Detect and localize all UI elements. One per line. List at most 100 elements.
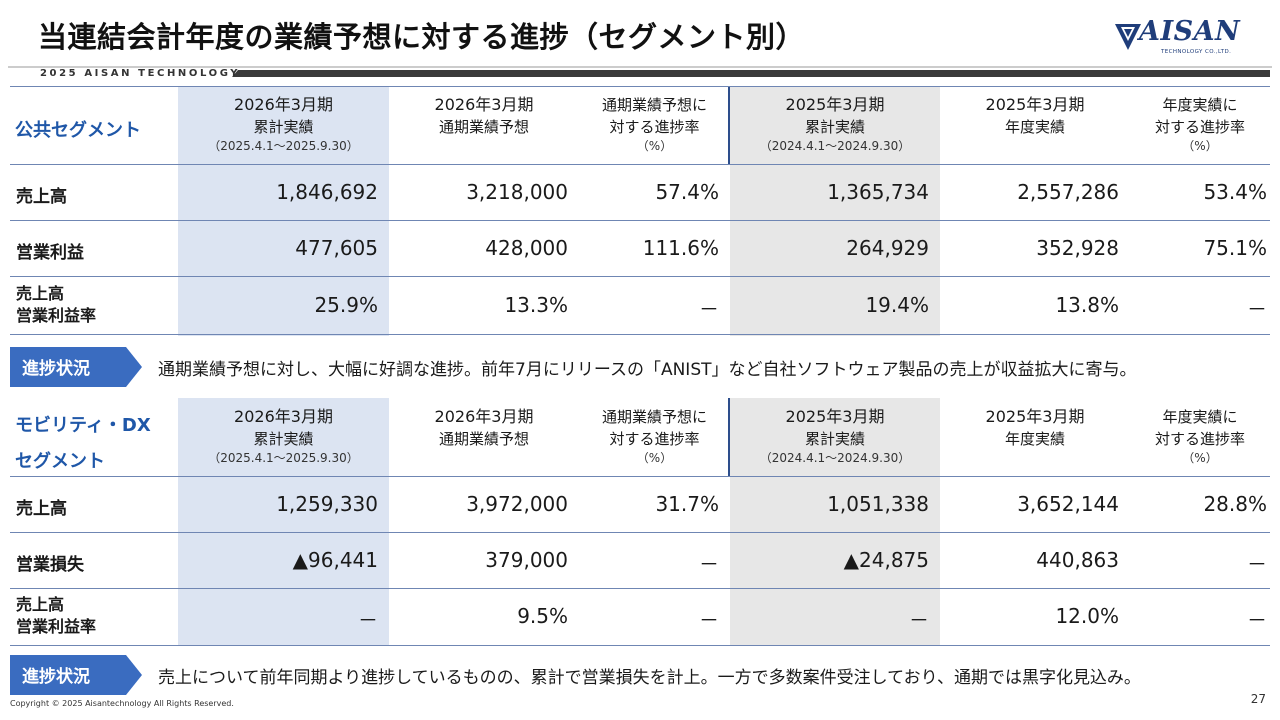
column-header-progress-vs-forecast: 通期業績予想に 対する進捗率 （%） [579,94,730,154]
sub-brand: 2025 AISAN TECHNOLOGY [40,68,241,79]
table-cell: － [358,608,378,632]
header-line: 累計実績 [253,430,314,448]
segment-name: モビリティ・DX セグメント [15,408,151,480]
row-label-operating-margin: 売上高 営業利益率 [16,283,96,327]
table-cell: 13.3% [504,293,568,317]
column-header-prior-year-actual: 2025年3月期 年度実績 [940,94,1130,138]
header-line: 対する進捗率 [1154,430,1245,448]
table-cell: 3,972,000 [466,492,568,516]
table-cell: － [699,552,719,576]
table-cell: － [1247,297,1267,321]
table-cell: 3,652,144 [1017,492,1119,516]
table-cell: 352,928 [1036,236,1119,260]
column-header-prior-cumulative: 2025年3月期 累計実績 （2024.4.1～2024.9.30） [730,406,940,466]
header-line: 対する進捗率 [609,118,700,136]
table-border [10,164,1270,165]
table-cell: 440,863 [1036,548,1119,572]
table-border [10,588,1270,589]
table-cell: 19.4% [865,293,929,317]
table-cell: 31.7% [655,492,719,516]
table-cell: ▲24,875 [843,548,929,572]
header-line: 年度実績に [1162,408,1238,426]
mobility-segment-table: モビリティ・DX セグメント 2026年3月期 累計実績 （2025.4.1～2… [10,398,1270,646]
header-line: （2024.4.1～2024.9.30） [759,451,911,465]
column-header-progress-vs-forecast: 通期業績予想に 対する進捗率 （%） [579,406,730,466]
header-line: 累計実績 [804,430,865,448]
table-border [10,276,1270,277]
header-line: （%） [636,451,673,465]
progress-tag-label: 進捗状況 [22,359,90,379]
table-cell: 57.4% [655,180,719,204]
table-border [10,334,1270,335]
table-cell: 12.0% [1055,604,1119,628]
progress-tag-label: 進捗状況 [22,667,90,687]
row-label-sales: 売上高 [16,499,67,519]
logo-mark-icon [1115,24,1141,50]
table-cell: 1,846,692 [276,180,378,204]
prior-period-highlight [730,86,940,336]
table-cell: － [699,297,719,321]
table-cell: ▲96,441 [292,548,378,572]
logo-subtext: TECHNOLOGY CO.,LTD. [1161,49,1232,55]
progress-description: 売上について前年同期より進捗しているものの、累計で営業損失を計上。一方で多数案件… [158,668,1141,688]
prior-period-highlight [730,398,940,646]
header-line: 2026年3月期 [434,95,534,114]
table-cell: 25.9% [314,293,378,317]
table-cell: 9.5% [517,604,568,628]
column-header-current-cumulative: 2026年3月期 累計実績 （2025.4.1～2025.9.30） [178,406,389,466]
table-border [10,645,1270,646]
progress-status-mobility: 進捗状況 売上について前年同期より進捗しているものの、累計で営業損失を計上。一方… [10,655,1270,695]
table-cell: － [699,608,719,632]
progress-tag [10,347,142,387]
table-border [10,220,1270,221]
column-header-full-year-forecast: 2026年3月期 通期業績予想 [389,406,579,450]
column-divider [728,86,730,164]
table-cell: 28.8% [1203,492,1267,516]
header-line: 通期業績予想に [601,96,707,114]
table-cell: 428,000 [485,236,568,260]
header-line: 対する進捗率 [609,430,700,448]
header-line: （2025.4.1～2025.9.30） [208,451,359,465]
row-label-line: 営業利益率 [16,306,97,325]
header-line: 2026年3月期 [234,95,333,114]
column-header-full-year-forecast: 2026年3月期 通期業績予想 [389,94,579,138]
row-label-operating-margin: 売上高 営業利益率 [16,594,96,638]
table-cell: 264,929 [846,236,929,260]
header-line: 年度実績 [1004,430,1065,448]
header-line: （2024.4.1～2024.9.30） [759,139,911,153]
header-line: 2025年3月期 [785,407,885,426]
table-border [10,86,1270,87]
header-line: （%） [1182,451,1218,465]
segment-name-line: モビリティ・DX [15,415,151,436]
public-segment-table: 公共セグメント 2026年3月期 累計実績 （2025.4.1～2025.9.3… [10,86,1270,336]
row-label-line: 売上高 [16,595,65,614]
header-line: 2026年3月期 [434,407,534,426]
row-label-operating-profit: 営業利益 [16,243,84,263]
table-cell: 75.1% [1203,236,1267,260]
row-label-operating-loss: 営業損失 [16,555,84,575]
table-cell: 3,218,000 [466,180,568,204]
current-period-highlight [178,86,389,336]
header-line: 通期業績予想に [601,408,707,426]
header-line: 累計実績 [804,118,865,136]
progress-tag [10,655,142,695]
table-cell: 2,557,286 [1017,180,1119,204]
table-border [10,532,1270,533]
header-line: 通期業績予想 [438,430,529,448]
table-cell: 1,365,734 [827,180,929,204]
header-line: 2025年3月期 [985,95,1085,114]
header-line: 2025年3月期 [785,95,885,114]
table-cell: 477,605 [295,236,378,260]
row-label-line: 営業利益率 [16,617,97,636]
table-border [10,476,1270,477]
column-header-current-cumulative: 2026年3月期 累計実績 （2025.4.1～2025.9.30） [178,94,389,154]
table-cell: － [909,608,929,632]
column-header-prior-year-actual: 2025年3月期 年度実績 [940,406,1130,450]
row-label-line: 売上高 [16,284,65,303]
table-cell: 379,000 [485,548,568,572]
column-divider [728,398,730,476]
header-line: 年度実績 [1004,118,1065,136]
header-line: 2026年3月期 [234,407,333,426]
segment-name-line: セグメント [15,451,105,472]
header-line: 累計実績 [253,118,314,136]
